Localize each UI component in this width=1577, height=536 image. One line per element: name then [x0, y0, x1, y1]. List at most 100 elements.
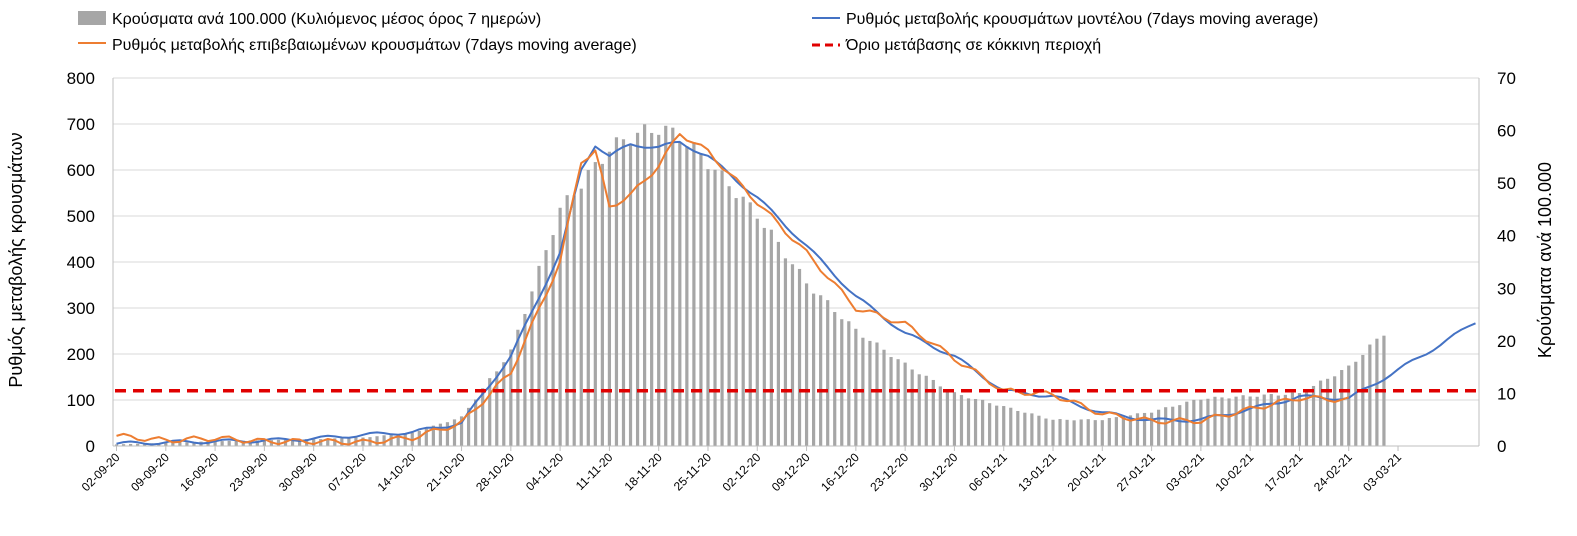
bar — [882, 349, 886, 446]
bar — [396, 434, 400, 446]
bar — [558, 207, 562, 446]
y-left-tick-label: 800 — [67, 69, 95, 88]
x-tick-label: 30-12-20 — [917, 450, 961, 494]
bar — [741, 196, 745, 446]
bar — [847, 321, 851, 446]
legend: Κρούσματα ανά 100.000 (Κυλιόμενος μέσος … — [78, 11, 1318, 54]
x-tick-label: 04-11-20 — [523, 450, 566, 493]
bar — [896, 359, 900, 446]
bar — [1290, 392, 1295, 446]
bar — [664, 125, 668, 447]
bar — [297, 439, 302, 446]
bar — [713, 169, 717, 446]
x-tick-label: 02-12-20 — [720, 450, 764, 494]
y-right-tick-label: 50 — [1497, 174, 1516, 193]
bar — [1333, 376, 1337, 446]
bar — [220, 441, 224, 446]
bar — [931, 379, 935, 446]
bar — [945, 389, 949, 446]
bar — [1051, 419, 1055, 446]
bar — [1311, 385, 1316, 446]
x-tick-label: 18-11-20 — [622, 450, 665, 493]
bar — [910, 369, 914, 446]
bar — [959, 395, 964, 446]
bar — [459, 416, 464, 446]
bar — [593, 162, 597, 446]
bar — [1079, 419, 1083, 446]
y-right-tick-label: 60 — [1497, 122, 1516, 141]
y-right-tick-label: 20 — [1497, 332, 1516, 351]
x-tick-label: 23-12-20 — [867, 450, 911, 494]
confirmed-rate-line — [116, 133, 1350, 446]
x-tick-label: 09-12-20 — [769, 450, 813, 494]
bar — [600, 163, 604, 447]
axes — [112, 78, 1480, 451]
bar — [431, 425, 435, 446]
bar — [699, 153, 703, 446]
legend-confirmed-label: Ρυθμός μεταβολής επιβεβαιωμένων κρουσμάτ… — [112, 37, 637, 54]
bar — [1037, 415, 1041, 446]
bar — [523, 313, 527, 446]
x-tick-label: 06-01-21 — [966, 450, 1010, 494]
bar — [980, 399, 985, 446]
y-left-tick-label: 400 — [67, 253, 95, 272]
x-tick-label: 16-09-20 — [177, 450, 221, 494]
bar — [1269, 394, 1273, 446]
bar — [748, 202, 752, 446]
bar — [1227, 398, 1231, 446]
bar — [1206, 398, 1210, 446]
bar — [312, 439, 316, 446]
bar — [375, 436, 379, 446]
bar — [1100, 420, 1104, 446]
bar — [255, 440, 259, 446]
bar — [685, 146, 689, 447]
bar — [1121, 417, 1126, 446]
bar — [1135, 413, 1140, 446]
bar — [551, 235, 555, 446]
bar — [579, 188, 583, 446]
bar — [1009, 407, 1013, 446]
bar — [1065, 419, 1069, 446]
bar — [889, 357, 893, 446]
model-rate-line — [116, 140, 1476, 446]
y-right-tick-label: 30 — [1497, 279, 1516, 298]
bar — [544, 250, 548, 446]
bar — [445, 422, 450, 446]
bar — [382, 435, 386, 446]
y-left-tick-label: 300 — [67, 299, 95, 318]
legend-threshold-label: Όριο μετάβασης σε κόκκινη περιοχή — [845, 37, 1101, 54]
bar — [340, 438, 344, 446]
bar — [1093, 420, 1097, 446]
bars-series — [114, 124, 1386, 447]
bar — [290, 439, 295, 446]
bar — [1002, 406, 1006, 446]
bar — [1023, 412, 1027, 446]
bar — [530, 291, 534, 446]
bar — [121, 444, 126, 446]
bar — [614, 137, 619, 447]
bar — [466, 407, 471, 446]
bar — [1171, 406, 1175, 446]
x-tick-label: 16-12-20 — [818, 450, 862, 494]
bar — [938, 386, 942, 446]
bar — [875, 342, 879, 446]
bar — [1368, 344, 1372, 446]
bar — [1241, 395, 1245, 446]
bar — [227, 440, 231, 446]
x-tick-label: 27-01-21 — [1114, 450, 1158, 494]
y-right-tick-label: 70 — [1497, 69, 1516, 88]
bar — [826, 300, 830, 446]
bar — [164, 442, 168, 446]
x-tick-label: 14-10-20 — [375, 450, 419, 494]
x-tick-label: 03-03-21 — [1360, 450, 1404, 494]
bar — [1142, 412, 1147, 446]
bar — [474, 399, 478, 446]
x-tick-label: 30-09-20 — [276, 450, 320, 494]
bar — [171, 442, 175, 446]
bar — [1318, 380, 1323, 446]
legend-bars-label: Κρούσματα ανά 100.000 (Κυλιόμενος μέσος … — [112, 11, 541, 28]
bar — [952, 392, 957, 446]
bar — [262, 440, 266, 446]
bar — [762, 227, 766, 446]
